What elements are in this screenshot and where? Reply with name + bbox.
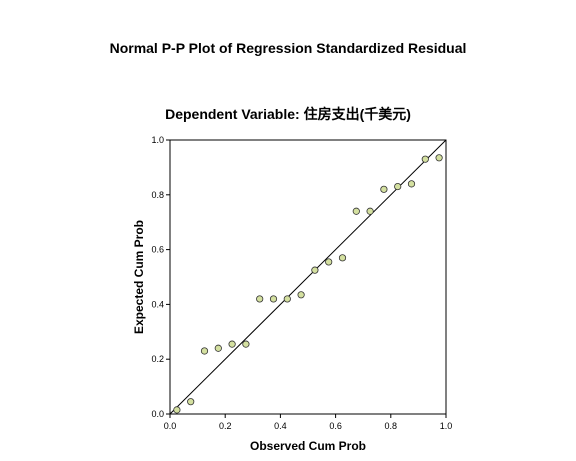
- y-tick-label: 0.4: [151, 299, 164, 309]
- y-axis-label: Expected Cum Prob: [132, 220, 146, 334]
- data-point: [214, 344, 222, 352]
- data-point: [394, 182, 402, 191]
- data-point: [228, 340, 236, 348]
- data-point: [187, 398, 195, 406]
- data-point: [269, 295, 278, 303]
- x-tick-label: 0.0: [164, 421, 177, 431]
- y-tick-label: 0.2: [151, 354, 164, 364]
- data-point: [297, 291, 305, 299]
- y-tick-label: 0.8: [151, 190, 164, 200]
- data-point: [242, 340, 250, 348]
- data-point: [352, 207, 360, 215]
- data-point: [380, 185, 388, 193]
- chart-title: Normal P-P Plot of Regression Standardiz…: [109, 40, 467, 56]
- y-tick-label: 1.0: [151, 135, 164, 145]
- x-tick-label: 1.0: [440, 421, 453, 431]
- x-tick-label: 0.8: [385, 421, 398, 431]
- data-point: [283, 295, 291, 303]
- data-point: [407, 180, 416, 188]
- y-tick-label: 0.6: [151, 245, 164, 255]
- data-point: [421, 155, 429, 163]
- reference-line: [169, 139, 447, 415]
- plot-frame: [169, 139, 447, 415]
- data-point: [256, 295, 264, 303]
- data-point: [435, 154, 443, 162]
- data-point: [173, 406, 181, 414]
- x-tick-label: 0.2: [219, 421, 232, 431]
- chart-subtitle: Dependent Variable: 住房支出(千美元): [165, 106, 411, 122]
- data-point: [325, 258, 333, 266]
- x-tick-label: 0.4: [274, 421, 287, 431]
- x-axis-label: Observed Cum Prob: [250, 439, 366, 453]
- data-point: [200, 347, 209, 355]
- data-point: [366, 207, 374, 215]
- x-tick-label: 0.6: [329, 421, 342, 431]
- data-point: [338, 254, 347, 262]
- y-tick-label: 0.0: [151, 409, 164, 419]
- data-point: [311, 266, 319, 274]
